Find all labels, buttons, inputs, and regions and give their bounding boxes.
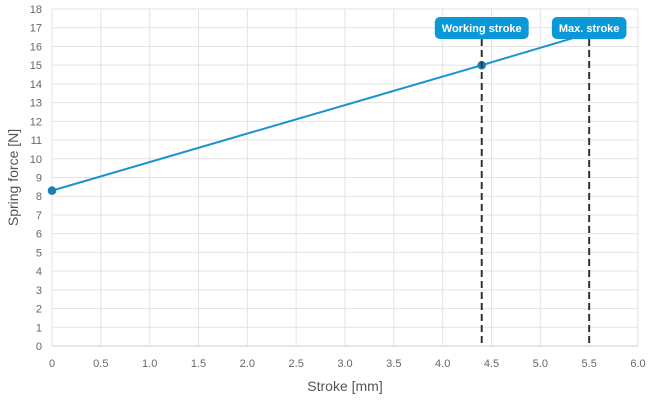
x-tick-label: 5.0 [533, 358, 548, 370]
y-tick-label: 6 [36, 229, 42, 241]
x-axis-title: Stroke [mm] [307, 378, 382, 394]
y-tick-label: 10 [30, 154, 42, 166]
data-point [47, 186, 57, 195]
grid-layer [51, 8, 639, 347]
y-tick-label: 7 [36, 210, 42, 222]
series-layer [47, 32, 590, 195]
y-tick-label: 13 [30, 98, 42, 110]
y-tick-label: 14 [30, 79, 42, 91]
y-tick-label: 18 [30, 4, 42, 16]
y-tick-label: 4 [36, 266, 42, 278]
stroke-marker-tag: Max. stroke [551, 17, 627, 39]
x-tick-label: 2.5 [289, 358, 304, 370]
x-tick-label: 4.0 [435, 358, 450, 370]
x-tick-label: 0 [49, 358, 55, 370]
x-tick-label: 5.5 [582, 358, 597, 370]
x-tick-label: 1.5 [191, 358, 206, 370]
y-tick-label: 15 [30, 60, 42, 72]
y-tick-label: 8 [36, 191, 42, 203]
y-tick-label: 9 [36, 173, 42, 185]
y-tick-label: 2 [36, 304, 42, 316]
stroke-marker-label: Max. stroke [559, 23, 620, 35]
stroke-marker-tag-bg [551, 17, 627, 39]
y-tick-label: 5 [36, 247, 42, 259]
x-tick-label: 0.5 [93, 358, 108, 370]
x-tick-label: 4.5 [484, 358, 499, 370]
stroke-marker-tag: Working stroke [434, 17, 529, 39]
y-tick-label: 3 [36, 285, 42, 297]
y-tick-label: 0 [36, 341, 42, 353]
y-tick-label: 1 [36, 322, 42, 334]
x-tick-label: 2.0 [240, 358, 255, 370]
y-tick-label: 17 [30, 23, 42, 35]
y-tick-label: 12 [30, 116, 42, 128]
x-tick-label: 1.0 [142, 358, 157, 370]
stroke-marker-label: Working stroke [442, 23, 522, 35]
stroke-marker-tag-bg [434, 17, 529, 39]
y-tick-label: 16 [30, 41, 42, 53]
y-axis-title: Spring force [N] [5, 129, 21, 226]
x-tick-label: 6.0 [630, 358, 645, 370]
tick-labels: 0 0.5 1.0 1.5 2.0 2.5 3.0 3.5 4.0 4.5 5.0 5.5 6.0012… [30, 4, 646, 370]
spring-force-line [51, 32, 590, 192]
stroke-markers: Working stroke Max. stroke [434, 17, 627, 346]
x-tick-label: 3.0 [337, 358, 352, 370]
y-tick-label: 11 [31, 135, 42, 147]
x-tick-label: 3.5 [386, 358, 401, 370]
